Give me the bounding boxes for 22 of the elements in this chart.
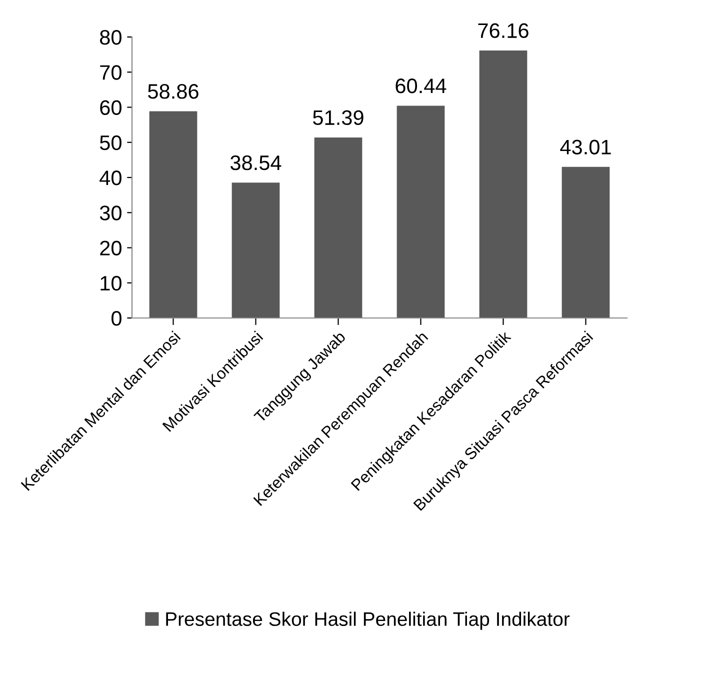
bar — [562, 166, 610, 318]
legend-label: Presentase Skor Hasil Penelitian Tiap Indikator — [166, 612, 570, 630]
data-label: 51.39 — [313, 110, 364, 126]
y-tick-label: 40 — [100, 170, 122, 186]
y-tick-label: 30 — [100, 206, 122, 220]
bar — [149, 111, 198, 318]
data-label: 38.54 — [230, 155, 282, 170]
data-label: 60.44 — [396, 78, 446, 94]
data-label: 58.86 — [148, 84, 198, 99]
data-label: 76.16 — [478, 23, 528, 38]
bar — [479, 50, 528, 318]
y-tick-label: 20 — [100, 240, 122, 256]
y-tick-label: 50 — [100, 135, 122, 150]
y-tick-label: 60 — [100, 100, 122, 116]
y-tick-label: 10 — [100, 276, 122, 291]
bar — [396, 106, 445, 318]
bar — [314, 137, 362, 318]
data-label: 43.01 — [560, 140, 611, 154]
y-tick-label: 80 — [100, 30, 122, 45]
bar — [232, 182, 280, 318]
y-tick-label: 0 — [112, 311, 122, 326]
y-tick-label: 70 — [100, 65, 122, 80]
